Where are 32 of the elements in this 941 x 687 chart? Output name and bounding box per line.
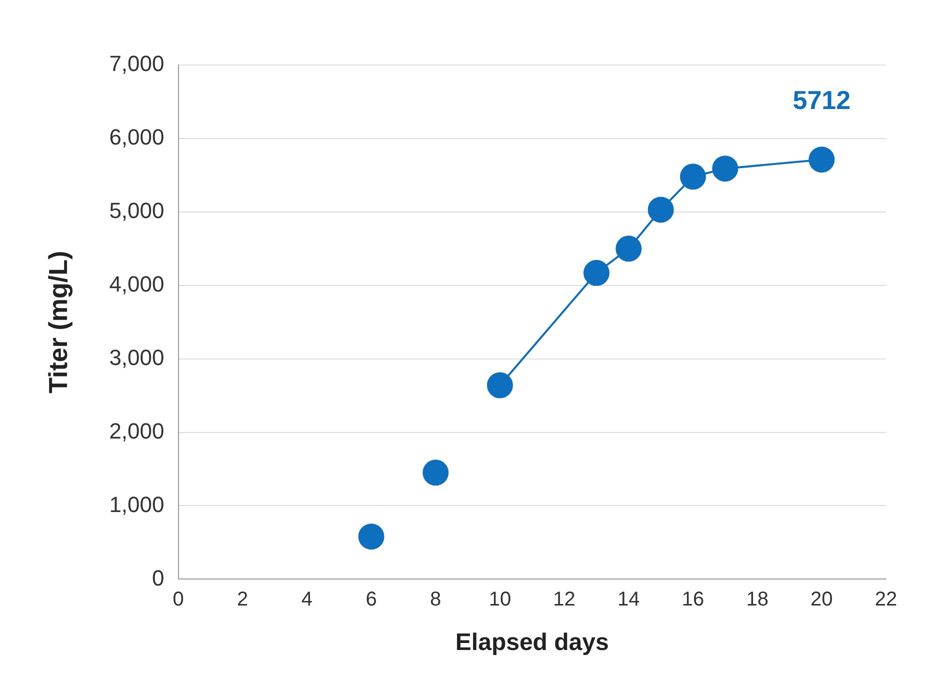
x-tick-label: 22 (874, 588, 898, 611)
point (422, 460, 449, 486)
point (486, 372, 513, 398)
y-tick-label: 5,000 (109, 198, 164, 223)
x-tick-label: 10 (488, 588, 512, 611)
y-tick-label: 3,000 (109, 344, 164, 370)
y-tick-label: 1,000 (109, 492, 164, 517)
point (712, 156, 738, 182)
point (358, 524, 384, 550)
x-tick-label: 18 (746, 588, 768, 611)
x-tick-label: 12 (553, 588, 576, 611)
x-tick-label: 0 (172, 588, 184, 611)
point (583, 260, 610, 286)
point (680, 164, 706, 190)
y-tick-label: 6,000 (109, 124, 164, 150)
x-tick-label: 4 (301, 588, 312, 611)
point (616, 236, 642, 262)
y-axis-title: Titer (mg/L) (42, 250, 73, 394)
x-axis-title: Elapsed days (455, 629, 609, 656)
point (648, 196, 674, 223)
y-tick-label: 7,000 (109, 51, 164, 76)
x-tick-label: 2 (237, 588, 248, 611)
point (808, 146, 835, 173)
x-tick-label: 6 (366, 588, 377, 611)
x-tick-label: 20 (810, 588, 833, 611)
data-label: 5712 (792, 84, 851, 115)
x-tick-label: 14 (618, 588, 640, 611)
x-tick-label: 16 (682, 588, 704, 611)
y-tick-label: 4,000 (109, 271, 164, 296)
x-tick-label: 8 (430, 588, 442, 611)
y-tick-label: 0 (152, 565, 164, 590)
y-tick-label: 2,000 (109, 418, 164, 444)
